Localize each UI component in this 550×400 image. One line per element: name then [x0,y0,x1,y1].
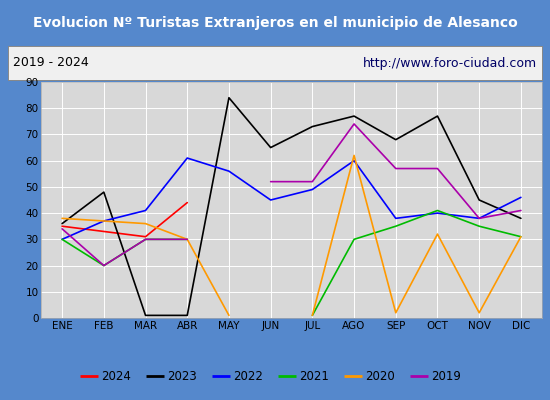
Text: 2023: 2023 [167,370,196,382]
Text: 2021: 2021 [299,370,329,382]
Text: 2024: 2024 [101,370,131,382]
Text: 2019 - 2024: 2019 - 2024 [13,56,88,70]
Text: http://www.foro-ciudad.com: http://www.foro-ciudad.com [364,56,537,70]
Text: 2019: 2019 [431,370,461,382]
Text: Evolucion Nº Turistas Extranjeros en el municipio de Alesanco: Evolucion Nº Turistas Extranjeros en el … [32,16,518,30]
Text: 2022: 2022 [233,370,263,382]
Text: 2020: 2020 [365,370,394,382]
